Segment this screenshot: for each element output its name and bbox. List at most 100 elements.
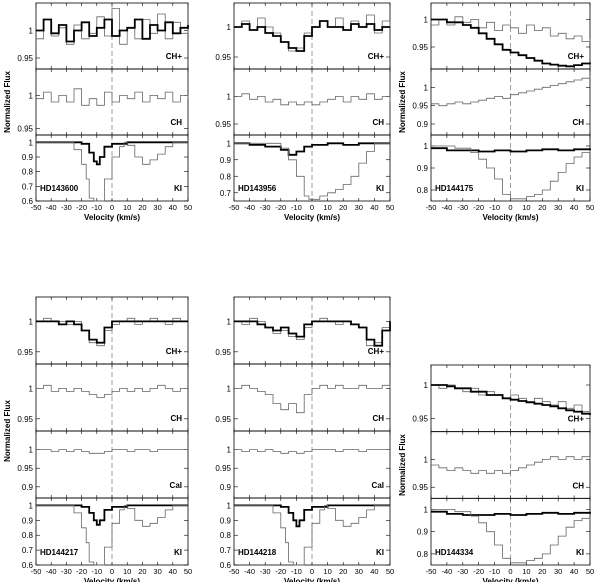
series-thin-line [36,141,188,202]
species-label: CH+ [166,52,183,61]
x-tick-label: -20 [275,203,286,212]
star-label: HD143956 [238,184,277,193]
x-tick-label: 20 [538,567,546,576]
x-tick-label: -50 [229,203,240,212]
species-label: KI [576,548,584,557]
x-tick-label: 40 [570,567,578,576]
x-tick-label: 20 [138,567,146,576]
series-thin-line [36,449,188,454]
species-label: KI [174,184,182,193]
species-label: CH+ [368,52,385,61]
species-label: CH+ [368,347,385,356]
x-tick-label: 20 [339,567,347,576]
y-tick-label: 1 [29,27,34,36]
panel-ch: 0.9 0.95 1 CH [412,68,591,136]
species-label: CH [572,481,584,490]
x-tick-label: 30 [554,567,562,576]
y-tick-label: 0.7 [22,182,34,191]
y-tick-label: 1 [29,384,34,393]
y-tick-label: 0.8 [22,168,34,177]
x-tick-label: -50 [229,567,240,576]
series-thin-line [234,505,390,566]
y-tick-label: 1 [424,455,429,464]
y-tick-label: 1 [424,83,429,92]
star-label: HD144334 [435,548,474,557]
chart-hd143956: 0.95 1 CH+ 0.95 1 CH 0.7 0.8 0.9 1 KI HD143956 -50 -4… [215,2,394,222]
x-tick-label: 40 [370,567,378,576]
x-tick-label: -10 [291,203,302,212]
x-tick-label: -30 [61,567,72,576]
x-tick-label: 30 [153,567,161,576]
panel-ki: 0.6 0.7 0.8 0.9 1 KI HD144218 [220,497,391,570]
panel-chplus: 0.95 1 CH+ [215,296,391,365]
y-tick-label: 0.9 [22,153,34,162]
panel-ch: 0.95 1 CH [17,363,189,432]
y-tick-label: 1 [227,23,232,32]
x-tick-label: -30 [457,203,468,212]
species-label: CH [170,414,182,423]
series-thin-line [431,509,591,564]
x-tick-label: -50 [31,203,42,212]
x-tick-label: 40 [370,203,378,212]
y-tick-label: 0.9 [22,483,34,492]
panel-ki: 0.7 0.8 0.9 1 KI HD143956 [220,134,391,202]
series-thick-line [36,141,188,166]
y-tick-label: 0.8 [220,172,232,181]
y-tick-label: 1 [424,381,429,390]
y-tick-label: 0.95 [215,348,231,357]
chart-hd143600: 0.95 1 CH+ 0.95 1 CH 0.6 0.7 0.8 0.9 1 KI HD143600 -5… [3,2,192,222]
series-thick-line [431,384,591,415]
x-tick-label: -50 [426,203,437,212]
species-label: CH+ [568,415,585,424]
x-tick-label: -10 [291,567,302,576]
x-axis-label: Velocity (km/s) [482,577,538,582]
species-label: CH [372,118,384,127]
x-tick-label: 20 [339,203,347,212]
panel-chplus: 0.95 1 CH+ [17,296,189,365]
series-thin-line [36,384,188,398]
y-tick-label: 0.95 [412,43,428,52]
y-tick-label: 0.6 [22,561,34,570]
y-axis-label: Normalized Flux [3,71,12,133]
y-tick-label: 0.9 [417,164,429,173]
series-thick-line [234,504,390,528]
y-tick-label: 0.95 [215,53,231,62]
x-tick-label: -20 [473,203,484,212]
series-thick-line [234,320,391,347]
x-tick-label: 40 [169,567,177,576]
x-axis-label: Velocity (km/s) [482,213,538,222]
x-tick-label: 50 [184,203,192,212]
x-tick-label: -20 [76,203,87,212]
y-axis-label: Normalized Flux [3,400,12,462]
x-tick-label: -30 [260,567,271,576]
y-tick-label: 0.8 [22,531,34,540]
x-tick-label: -40 [441,567,452,576]
y-tick-label: 0.8 [220,531,232,540]
star-label: HD144175 [435,184,474,193]
x-tick-label: -50 [426,567,437,576]
y-tick-label: 0.95 [215,464,231,473]
chart-hd144218: 0.95 1 CH+ 0.95 1 CH 0.9 0.95 1 CaI 0.6 0.7 0.8 0.9 1 K… [215,296,394,582]
species-label: CH [372,414,384,423]
y-axis-label: Normalized Flux [398,71,407,133]
y-tick-label: 0.9 [417,528,429,537]
y-tick-label: 1 [29,501,34,510]
y-tick-label: 0.95 [17,415,33,424]
species-label: KI [376,184,384,193]
chart-hd144334: 0.95 1 CH+ 0.95 1 CH 0.8 0.9 1 KI HD144334 -50 -40 -3… [398,364,594,582]
y-tick-label: 0.95 [412,102,428,111]
series-thin-line [431,76,591,107]
x-tick-label: 30 [355,567,363,576]
series-thin-line [431,16,591,42]
series-thin-line [36,88,189,106]
y-tick-label: 1 [227,139,232,148]
panel-ki: 0.6 0.7 0.8 0.9 1 KI HD143600 [22,134,189,206]
y-tick-label: 0.9 [220,516,232,525]
y-tick-label: 0.8 [417,186,429,195]
y-tick-label: 1 [227,446,232,455]
y-tick-label: 0.95 [412,483,428,492]
species-label: CaI [372,481,384,490]
y-tick-label: 0.9 [22,516,34,525]
series-thin-line [234,449,390,454]
y-tick-label: 0.7 [22,546,34,555]
